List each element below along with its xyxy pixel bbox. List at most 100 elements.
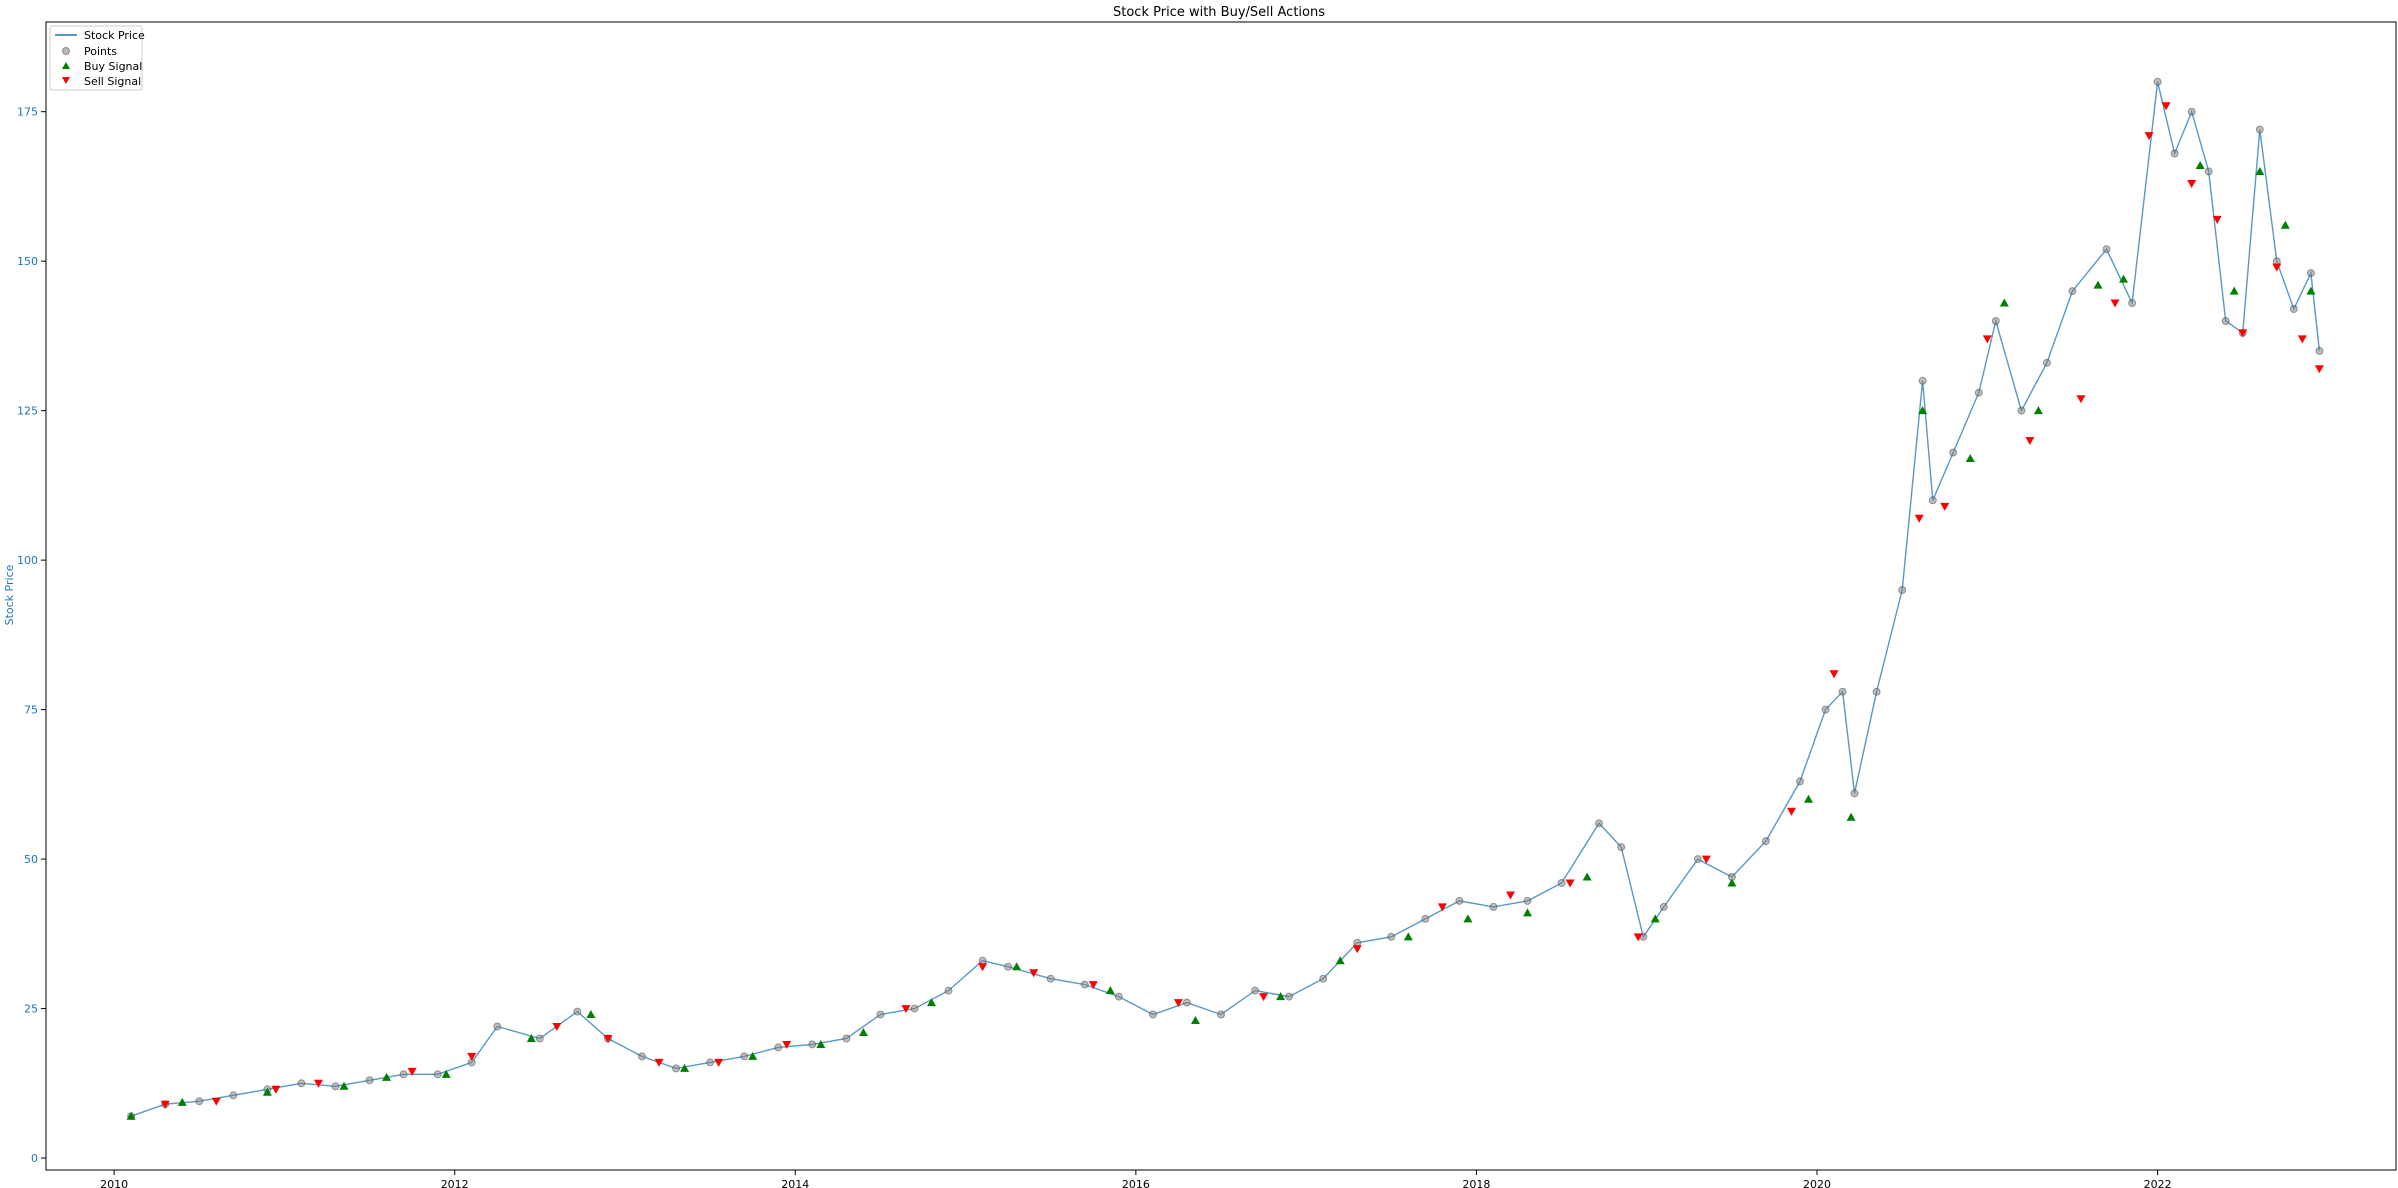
sell-signal-marker — [2212, 215, 2222, 224]
buy-signal-marker — [526, 1033, 536, 1042]
sell-signal-marker — [2314, 365, 2324, 374]
buy-signal-marker — [1999, 298, 2009, 307]
price-point — [876, 1010, 885, 1019]
price-point — [2187, 107, 2196, 116]
sell-signal-marker — [901, 1005, 911, 1014]
price-point — [2289, 305, 2298, 313]
x-tick-label: 2014 — [781, 1178, 809, 1188]
sell-signal-marker — [1437, 903, 1447, 912]
buy-signal-marker — [126, 1111, 136, 1120]
price-point — [1285, 992, 1294, 1001]
price-point — [229, 1091, 238, 1100]
price-point — [1387, 932, 1396, 941]
buy-signal-marker — [2033, 406, 2043, 415]
sell-signal-marker — [313, 1079, 323, 1088]
sell-signal-marker — [1701, 855, 1711, 864]
sell-signal-marker — [2297, 335, 2307, 344]
y-axis-label: Stock Price — [3, 564, 16, 625]
sell-signal-marker — [1786, 807, 1796, 816]
price-point — [2221, 317, 2230, 325]
legend-points-icon — [62, 47, 70, 55]
buy-signal-marker — [177, 1097, 187, 1106]
sell-signal-marker — [1565, 879, 1575, 888]
price-point — [706, 1058, 715, 1067]
price-point — [638, 1052, 646, 1061]
price-point — [1080, 980, 1089, 989]
buy-signal-marker — [382, 1072, 392, 1081]
price-point — [1918, 376, 1927, 385]
buy-signal-marker — [1650, 914, 1660, 923]
price-point — [1821, 705, 1830, 714]
sell-signal-marker — [1173, 999, 1183, 1008]
sell-signal-marker — [1505, 891, 1515, 900]
sell-signal-marker — [2272, 263, 2282, 272]
price-point — [2128, 299, 2137, 307]
sell-signal-marker — [2187, 179, 2197, 188]
buy-signal-marker — [1463, 914, 1473, 923]
sell-signal-marker — [603, 1034, 613, 1043]
legend-sell-icon — [62, 77, 70, 84]
legend-label-buy-signal: Buy Signal — [84, 60, 142, 73]
price-point — [2255, 125, 2264, 134]
y-tick-label: 75 — [24, 704, 38, 717]
y-tick-label: 0 — [31, 1152, 38, 1165]
price-point — [493, 1022, 502, 1031]
price-point — [740, 1052, 749, 1061]
sell-signal-marker — [2238, 329, 2248, 338]
legend-buy-icon — [62, 62, 70, 69]
y-axis: 0 25 50 75 100 125 150 175 — [17, 106, 46, 1165]
sell-signal-marker — [782, 1040, 792, 1049]
plot-frame — [45, 21, 2397, 1171]
legend-label-stock-price: Stock Price — [84, 29, 145, 42]
price-point — [1991, 317, 2000, 325]
price-point — [2017, 406, 2026, 415]
sell-signal-marker — [211, 1097, 221, 1106]
price-point — [2315, 346, 2324, 355]
price-point — [1489, 902, 1498, 911]
price-point — [1974, 388, 1983, 397]
price-point — [944, 986, 953, 995]
y-tick-label: 100 — [17, 554, 38, 567]
price-point — [2042, 358, 2051, 367]
buy-signal-marker — [1012, 962, 1022, 971]
buy-signal-marker — [927, 998, 937, 1007]
buy-signal-marker — [1523, 908, 1533, 917]
x-tick-label: 2018 — [1462, 1178, 1490, 1188]
buy-signal-marker — [2255, 166, 2265, 175]
price-point — [2102, 245, 2111, 254]
sell-signal-marker — [1829, 670, 1839, 679]
buy-signal-marker — [1918, 406, 1928, 415]
buy-signal-marker — [2093, 280, 2103, 289]
x-tick-label: 2016 — [1122, 1178, 1150, 1188]
sell-signal-marker — [160, 1100, 170, 1109]
sell-signal-marker — [271, 1085, 281, 1094]
price-point — [1617, 843, 1626, 852]
sell-signal-marker — [1352, 945, 1362, 954]
buy-signal-marker — [339, 1081, 349, 1090]
sell-signal-marker — [1259, 993, 1269, 1002]
price-point — [1421, 914, 1430, 923]
price-point — [1761, 837, 1770, 846]
price-point — [1898, 586, 1907, 594]
price-point — [1693, 855, 1702, 864]
sell-signal-marker — [1914, 514, 1924, 523]
price-point — [1928, 496, 1937, 505]
price-point — [1319, 974, 1328, 983]
price-point — [842, 1034, 851, 1043]
buy-signal-marker — [441, 1069, 451, 1078]
x-tick-label: 2010 — [100, 1178, 128, 1188]
price-point — [1595, 819, 1603, 828]
legend-label-points: Points — [84, 45, 117, 58]
price-point — [1949, 448, 1958, 457]
price-point — [2170, 149, 2179, 158]
price-point — [1872, 687, 1881, 696]
price-point — [2204, 167, 2213, 176]
sell-signal-marker — [1940, 502, 1950, 511]
price-point — [1796, 777, 1804, 786]
buy-signal-marker — [262, 1087, 272, 1096]
price-point — [573, 1007, 582, 1016]
sell-signal-marker — [1088, 981, 1098, 990]
price-point — [365, 1076, 374, 1085]
y-tick-label: 125 — [17, 405, 38, 418]
price-point — [2153, 77, 2162, 86]
